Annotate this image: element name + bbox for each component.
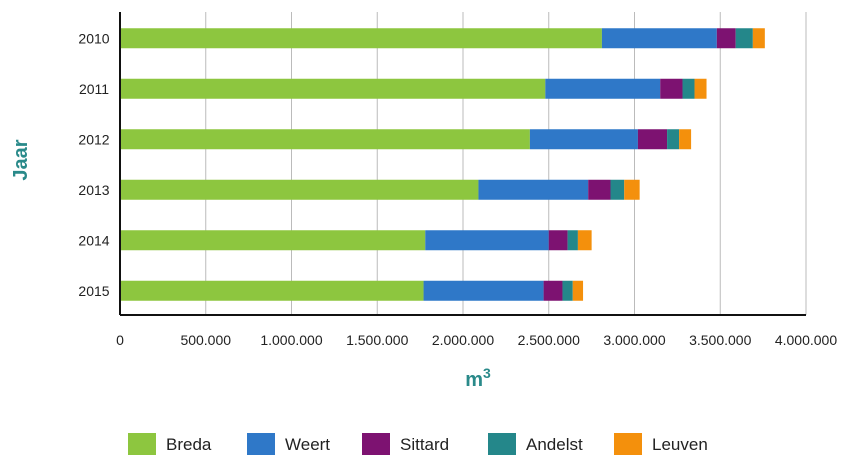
x-tick-label: 3.500.000: [689, 332, 751, 348]
y-tick-label: 2015: [78, 283, 109, 299]
x-tick-label: 1.500.000: [346, 332, 408, 348]
axes: [119, 12, 806, 316]
bar-weert-2014: [425, 230, 549, 251]
bar-weert-2015: [423, 280, 544, 301]
bar-breda-2013: [120, 179, 479, 200]
legend-label-andelst: Andelst: [526, 435, 583, 454]
legend-swatch-breda: [128, 433, 156, 455]
bar-andelst-2013: [610, 179, 625, 200]
legend-label-sittard: Sittard: [400, 435, 449, 454]
bar-leuven-2010: [752, 28, 765, 49]
y-tick-labels: 2010 2011 2012 2013 2014 2015: [78, 30, 109, 299]
bar-sittard-2012: [637, 129, 668, 150]
x-axis-title: m3: [465, 365, 491, 391]
y-tick-label: 2011: [79, 81, 109, 97]
legend-swatch-weert: [247, 433, 275, 455]
bar-andelst-2014: [567, 230, 578, 251]
legend-swatch-leuven: [614, 433, 642, 455]
bar-breda-2015: [120, 280, 424, 301]
x-tick-label: 2.000.000: [432, 332, 494, 348]
x-tick-label: 0: [116, 332, 124, 348]
x-axis-title-base: m: [465, 369, 483, 391]
x-tick-label: 2.500.000: [518, 332, 580, 348]
legend-swatch-sittard: [362, 433, 390, 455]
y-tick-label: 2013: [78, 182, 109, 198]
bar-sittard-2013: [588, 179, 611, 200]
x-tick-label: 4.000.000: [775, 332, 837, 348]
grid-lines: [205, 12, 807, 315]
y-axis-title: Jaar: [10, 139, 32, 180]
legend-label-breda: Breda: [166, 435, 212, 454]
bar-andelst-2015: [562, 280, 573, 301]
bar-weert-2012: [529, 129, 638, 150]
legend: Breda Weert Sittard Andelst Leuven: [128, 433, 708, 455]
bar-breda-2010: [120, 28, 602, 49]
x-tick-labels: 0 500.000 1.000.000 1.500.000 2.000.000 2.500…: [116, 332, 837, 348]
bar-leuven-2012: [679, 129, 692, 150]
bar-weert-2013: [478, 179, 589, 200]
bar-sittard-2014: [548, 230, 568, 251]
bars: [120, 28, 765, 301]
bar-andelst-2011: [682, 78, 695, 99]
bar-leuven-2014: [577, 230, 592, 251]
bar-weert-2010: [601, 28, 717, 49]
bar-leuven-2015: [572, 280, 584, 301]
x-axis-title-exponent: 3: [483, 365, 491, 381]
legend-swatch-andelst: [488, 433, 516, 455]
bar-weert-2011: [545, 78, 661, 99]
bar-leuven-2013: [624, 179, 640, 200]
legend-label-leuven: Leuven: [652, 435, 708, 454]
y-tick-label: 2014: [78, 232, 109, 248]
y-tick-label: 2010: [78, 30, 109, 46]
bar-sittard-2015: [543, 280, 563, 301]
bar-sittard-2011: [660, 78, 683, 99]
x-tick-label: 500.000: [180, 332, 231, 348]
y-tick-label: 2012: [78, 131, 109, 147]
legend-label-weert: Weert: [285, 435, 330, 454]
bar-leuven-2011: [694, 78, 707, 99]
x-tick-label: 1.000.000: [260, 332, 322, 348]
bar-andelst-2012: [667, 129, 680, 150]
bar-sittard-2010: [716, 28, 736, 49]
bar-breda-2014: [120, 230, 426, 251]
bar-andelst-2010: [735, 28, 753, 49]
x-tick-label: 3.000.000: [603, 332, 665, 348]
bar-breda-2011: [120, 78, 546, 99]
bar-breda-2012: [120, 129, 530, 150]
